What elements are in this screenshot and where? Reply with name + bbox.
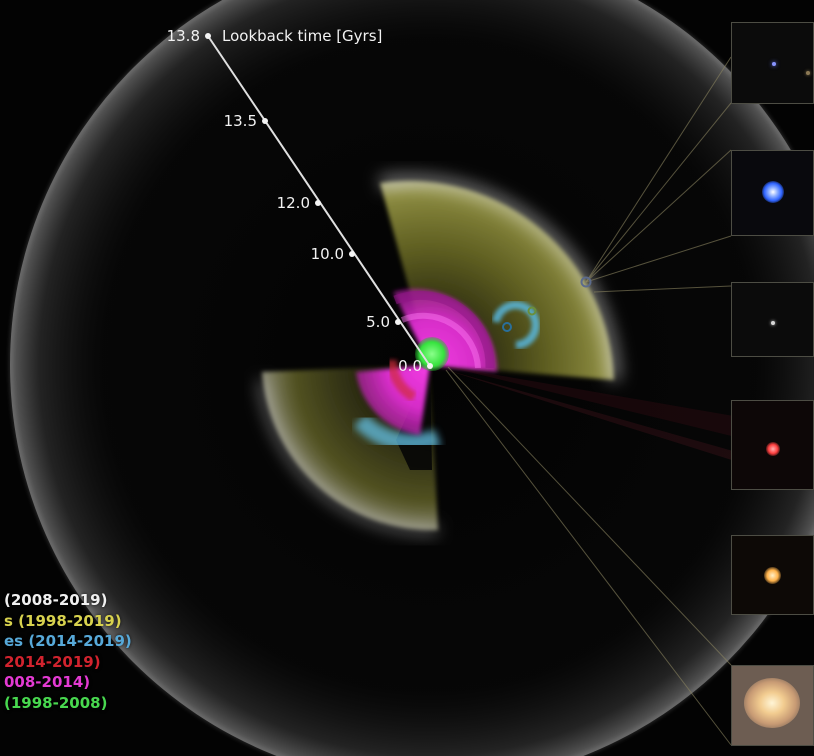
thumbnail-connector-lines (445, 56, 732, 746)
survey-legend: (2008-2019) s (1998-2019) es (2014-2019)… (4, 590, 132, 713)
magenta-survey-wedge-lower (356, 365, 430, 435)
magenta-survey-wedge-upper (393, 288, 498, 372)
axis-tick-mark (395, 319, 401, 325)
marker-blue-ring (502, 322, 512, 332)
axis-tick-label: 12.0 (277, 194, 310, 212)
thumbnail-bright-galaxy (731, 665, 814, 746)
axis-tick-mark (349, 251, 355, 257)
axis-tick-label: 13.5 (224, 112, 257, 130)
axis-tick-label: 10.0 (311, 245, 344, 263)
legend-item-6: (1998-2008) (4, 693, 108, 712)
green-survey-core (415, 337, 449, 371)
legend-item-3: es (2014-2019) (4, 632, 132, 650)
blue-survey-arc-upper (492, 301, 540, 349)
axis-tick-label: 5.0 (366, 313, 390, 331)
thumbnail-blue-quasar (731, 150, 814, 236)
thumbnail-red-galaxy (731, 400, 814, 490)
red-survey-arc (386, 359, 417, 402)
axis-tick-mark (427, 363, 433, 369)
lookback-axis-title: Lookback time [Gyrs] (222, 27, 382, 45)
axis-tick-label: 13.8 (167, 27, 200, 45)
lookback-axis-ticks: 0.0 5.0 10.0 12.0 13.5 13.8 (167, 27, 433, 375)
thumbnail-faint-source (731, 22, 814, 104)
thumbnail-faint-point (731, 282, 814, 357)
marker-selected-source (580, 276, 592, 288)
axis-tick-mark (205, 33, 211, 39)
axis-tick-label: 0.0 (398, 357, 422, 375)
legend-item-1: (2008-2019) (4, 591, 108, 609)
legend-item-4: 2014-2019) (4, 652, 101, 671)
thumbnail-orange-galaxy (731, 535, 814, 615)
marker-green-ring (527, 306, 537, 316)
axis-tick-mark (315, 200, 321, 206)
blue-survey-arc-lower (353, 413, 442, 452)
axis-tick-mark (262, 118, 268, 124)
legend-item-2: s (1998-2019) (4, 611, 122, 630)
legend-item-5: 008-2014) (4, 673, 91, 691)
